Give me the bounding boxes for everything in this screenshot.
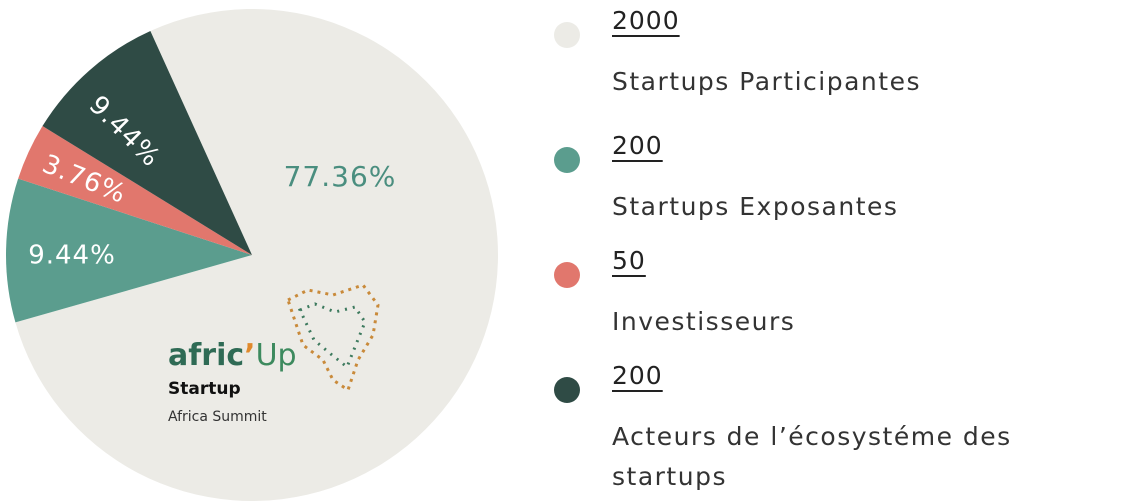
pie-slice: [5, 178, 253, 323]
pie-slice: [15, 9, 498, 502]
legend-count: 200: [612, 131, 663, 160]
legend-label: Acteurs de l’écosystéme des startups: [612, 422, 1012, 491]
logo-brand-b: ’: [244, 338, 255, 373]
slice-label: 77.36%: [284, 160, 397, 193]
legend-swatch: [554, 377, 580, 403]
pie-chart: 77.36%9.44%3.76%9.44% afric’Up Startup A…: [5, 9, 498, 502]
logo-brand-a: afric: [168, 338, 244, 373]
logo-brand-c: Up: [256, 338, 297, 373]
pie-slice: [18, 126, 252, 256]
logo-brand: afric’Up: [168, 338, 297, 373]
logo-line1: Startup: [168, 379, 241, 399]
legend-swatch: [554, 22, 580, 48]
legend-label: Startups Participantes: [612, 67, 921, 96]
legend-count: 50: [612, 246, 646, 275]
logo-shape: [286, 283, 380, 393]
legend-label: Startups Exposantes: [612, 192, 899, 221]
legend-label: Investisseurs: [612, 307, 796, 336]
legend-swatch: [554, 147, 580, 173]
legend-count: 2000: [612, 6, 680, 35]
slice-label: 9.44%: [28, 241, 116, 271]
logo-line2: Africa Summit: [168, 409, 267, 425]
logo-birds: [286, 283, 380, 393]
legend-count: 200: [612, 361, 663, 390]
legend-swatch: [554, 262, 580, 288]
pie-slice: [42, 30, 253, 256]
